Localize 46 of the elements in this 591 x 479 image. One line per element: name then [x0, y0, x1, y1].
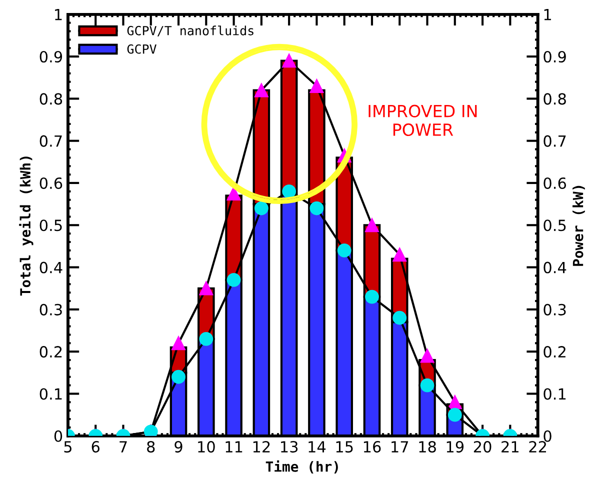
y2-tick-label: 0.5 [544, 220, 566, 232]
y2-tick-label: 0 [544, 430, 552, 442]
x-tick-label: 16 [364, 441, 381, 453]
y2-tick-label: 0.8 [544, 93, 566, 105]
y2-tick-label: 0.7 [544, 135, 566, 147]
y2-tick-label: 0.2 [544, 346, 566, 358]
x-tick-label: 14 [308, 441, 326, 452]
y-tick-label: 1 [55, 9, 62, 20]
y-axis-title: Total yeild (kWh) [19, 156, 34, 296]
x-tick-label: 15 [336, 441, 353, 453]
y-tick-label: 0 [54, 430, 62, 442]
x-tick-label: 10 [198, 441, 215, 453]
x-tick-label: 22 [529, 441, 546, 452]
y2-axis-title: Power (kW) [572, 186, 585, 266]
y-tick-label: 0.4 [40, 262, 62, 274]
x-tick-label: 12 [253, 441, 270, 452]
y-tick-label: 0.2 [40, 346, 62, 358]
x-tick-label: 21 [502, 441, 518, 452]
x-tick-label: 13 [281, 441, 298, 453]
x-tick-label: 5 [64, 441, 72, 453]
x-tick-label: 20 [474, 441, 492, 453]
y-tick-label: 0.8 [40, 93, 62, 105]
x-tick-label: 7 [120, 441, 127, 452]
y-tick-label: 0.9 [40, 50, 62, 63]
x-tick-label: 8 [147, 441, 155, 453]
y-tick-label: 0.1 [40, 388, 62, 400]
y2-tick-label: 1 [544, 9, 551, 20]
y2-tick-label: 0.1 [544, 388, 566, 400]
x-tick-label: 18 [419, 441, 436, 453]
legend-label: GCPV [127, 44, 156, 54]
y2-tick-label: 0.9 [544, 50, 566, 63]
y-tick-label: 0.7 [40, 135, 62, 147]
y2-tick-label: 0.4 [544, 262, 566, 274]
x-tick-label: 19 [446, 441, 464, 453]
y2-tick-label: 0.6 [544, 177, 566, 189]
annotation: IMPROVED IN POWER [368, 104, 477, 136]
x-tick-label: 11 [226, 441, 242, 452]
y-tick-label: 0.6 [40, 177, 62, 189]
x-tick-label: 6 [92, 441, 100, 453]
y-tick-label: 0.5 [40, 220, 62, 232]
x-tick-label: 9 [174, 441, 182, 453]
legend-label: GCPV/T nanofluids [127, 26, 254, 36]
x-axis-title: Time (hr) [266, 460, 338, 474]
y2-tick-label: 0.3 [544, 304, 566, 316]
x-tick-label: 17 [392, 441, 408, 452]
y-tick-label: 0.3 [40, 304, 62, 316]
